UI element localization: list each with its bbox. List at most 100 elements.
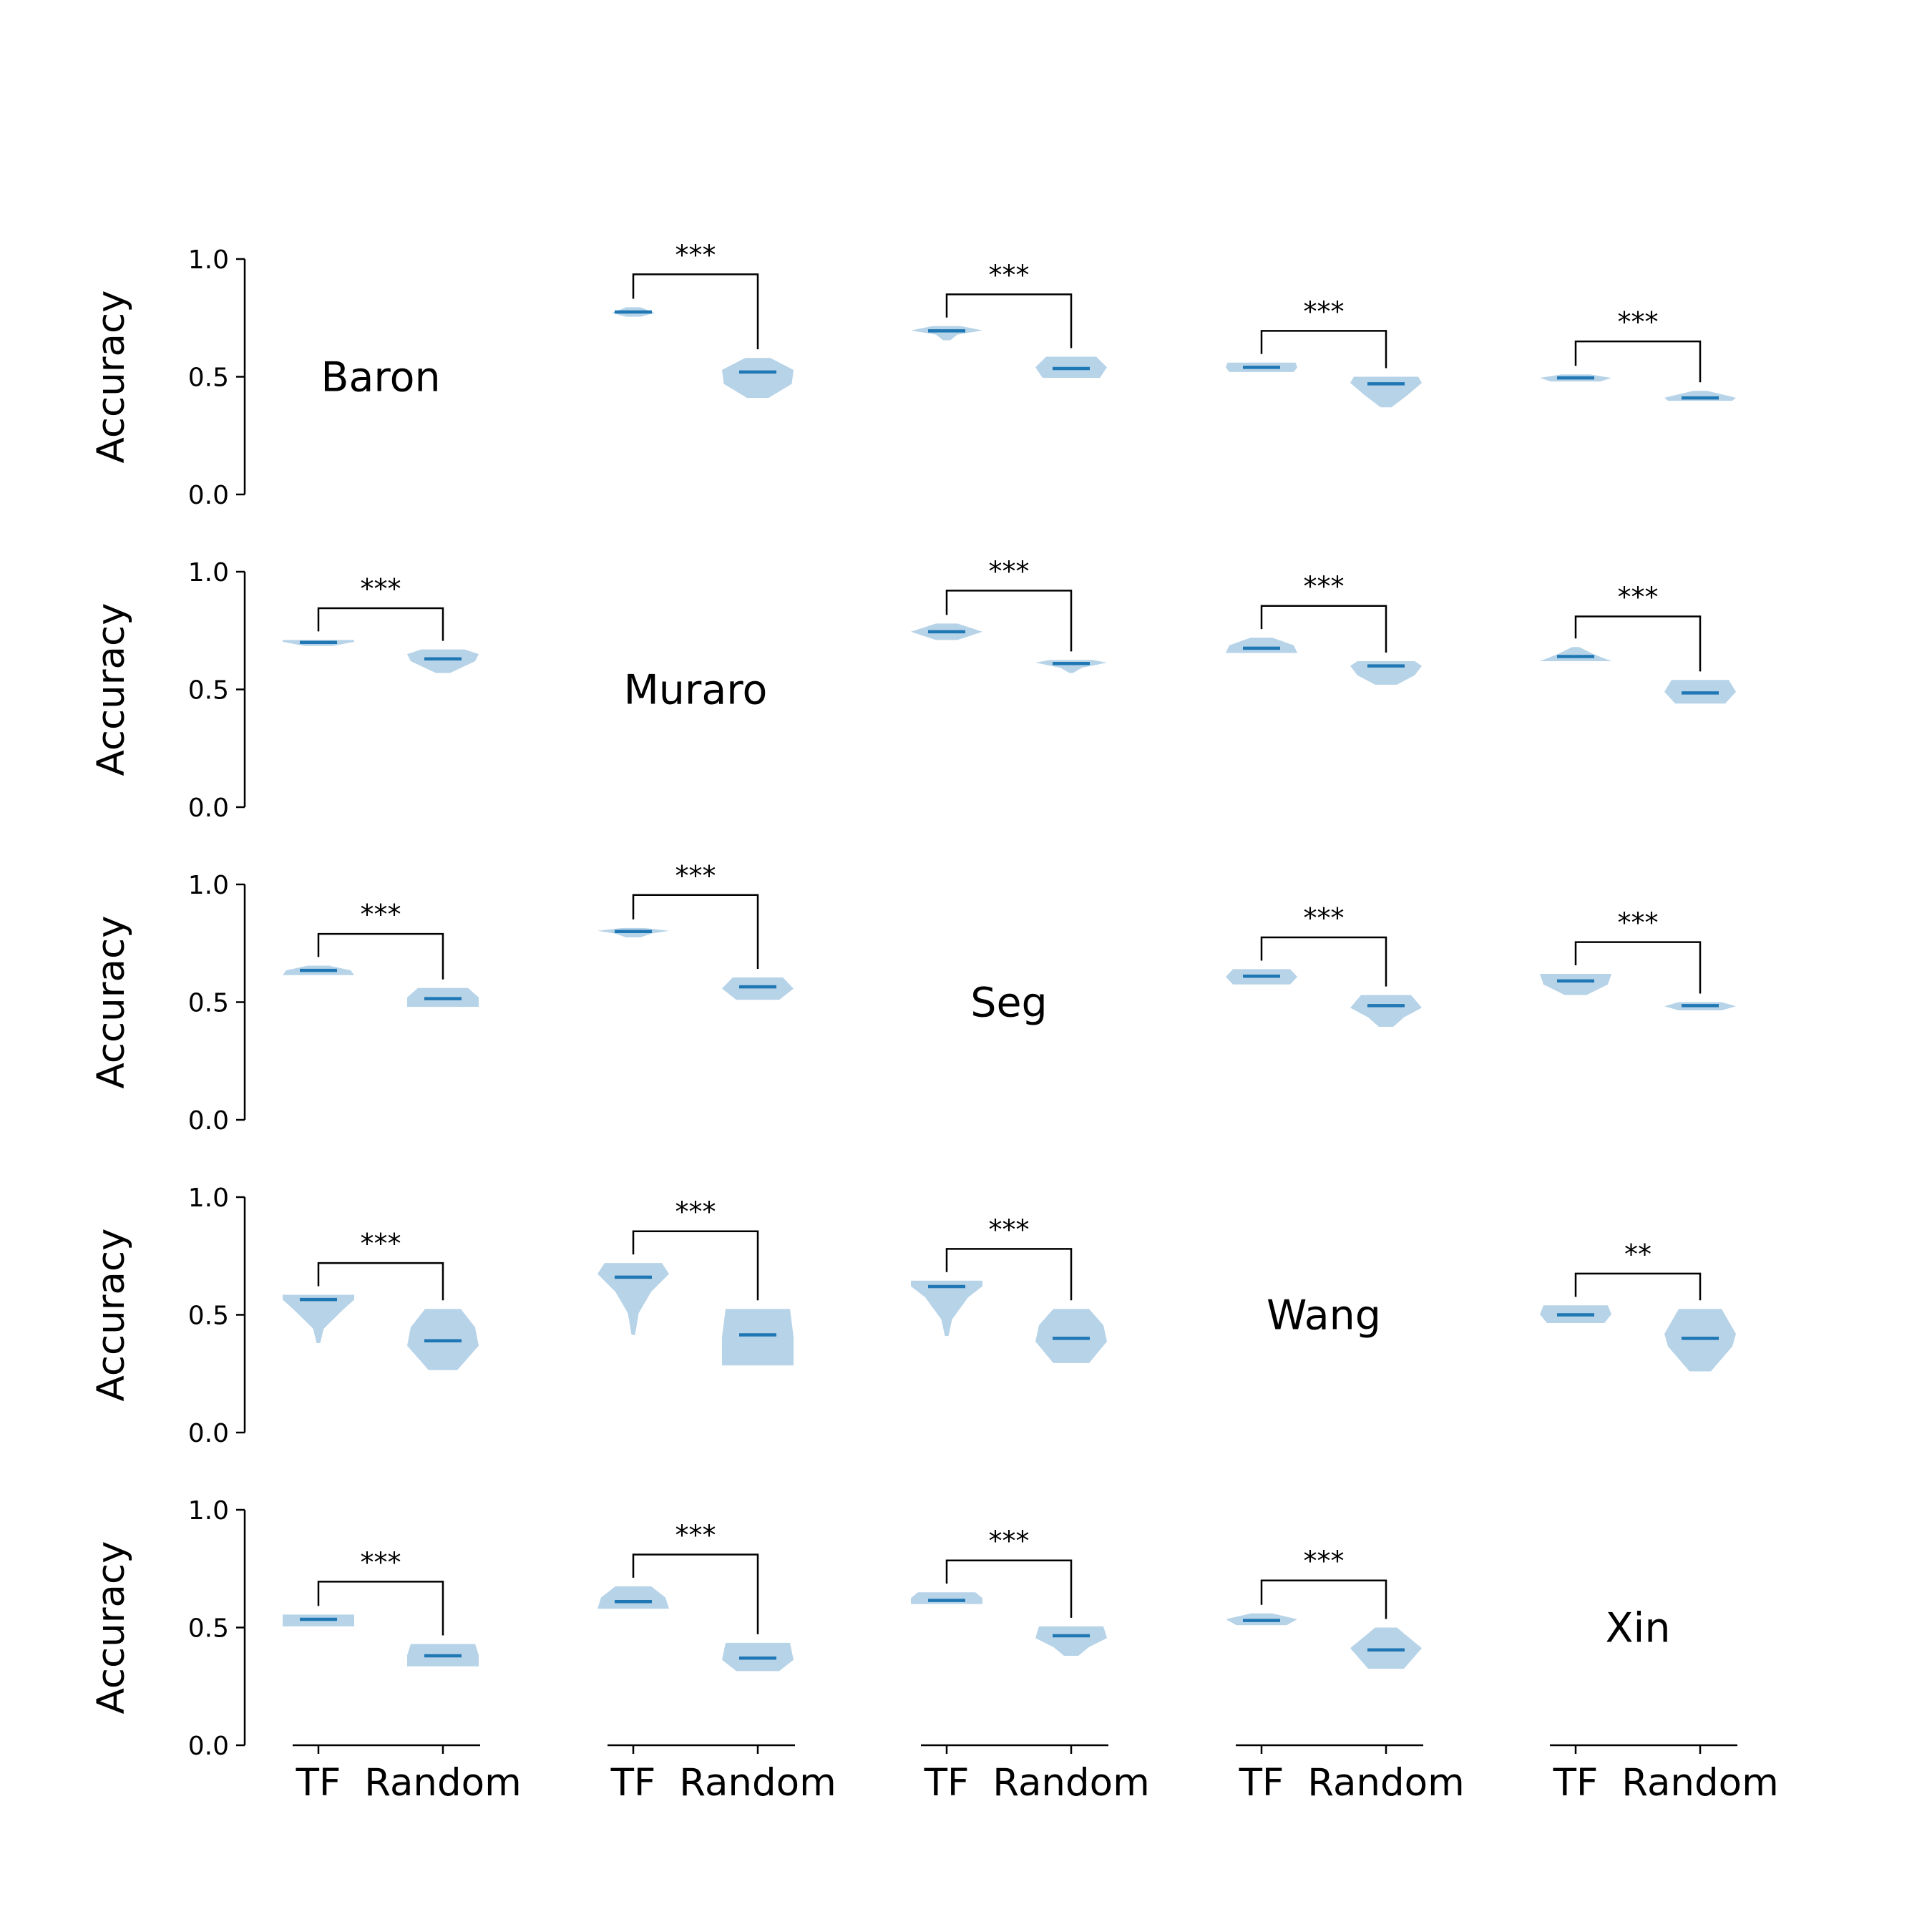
- x-tick-label: TF: [1239, 1761, 1284, 1805]
- y-tick-label: 0.5: [188, 364, 229, 393]
- y-axis-label: Accuracy: [89, 1229, 133, 1402]
- significance-bracket: [945, 1248, 1073, 1301]
- significance-label: ***: [1618, 907, 1659, 939]
- significance-bracket: [632, 1553, 759, 1634]
- significance-label: ***: [361, 1228, 401, 1259]
- x-axis-col-0: TF Random: [293, 1744, 522, 1805]
- panel-r4-c2: ***: [911, 1526, 1107, 1656]
- y-axis-row-1: 0.0 0.5 1.0 Accuracy: [89, 558, 246, 823]
- y-tick-label: 0.5: [188, 676, 229, 706]
- violin-random: [1035, 1309, 1107, 1363]
- significance-bracket: [317, 932, 444, 980]
- y-axis-row-0: 0.0 0.5 1.0 Accuracy: [89, 245, 246, 510]
- significance-bracket: [317, 607, 444, 641]
- panel-r0-c3: ***: [1226, 296, 1422, 408]
- significance-label: ***: [675, 860, 716, 892]
- x-tick-label: Random: [364, 1761, 521, 1805]
- panel-r3-c2: ***: [911, 1214, 1107, 1363]
- x-axis-col-2: TF Random: [921, 1744, 1150, 1805]
- x-tick-label: Random: [1307, 1761, 1464, 1805]
- significance-bracket: [1260, 330, 1387, 369]
- significance-bracket: [945, 293, 1073, 348]
- significance-bracket: [1574, 1272, 1702, 1301]
- violin-random: [1350, 995, 1422, 1027]
- violin-random: [1350, 376, 1422, 408]
- panel-r4-c0: ***: [283, 1546, 479, 1667]
- y-axis-row-4: 0.0 0.5 1.0 Accuracy: [89, 1496, 246, 1761]
- significance-label: ***: [1618, 582, 1659, 613]
- panel-r2-c4: ***: [1540, 907, 1736, 1010]
- significance-bracket: [632, 1230, 759, 1301]
- violin-random: [722, 358, 794, 399]
- significance-label: ***: [989, 1526, 1030, 1557]
- significance-bracket: [1260, 936, 1387, 987]
- significance-bracket: [632, 894, 759, 969]
- y-tick-label: 1.0: [188, 1496, 229, 1526]
- significance-label: ***: [989, 259, 1030, 291]
- x-axis-col-3: TF Random: [1236, 1744, 1465, 1805]
- violin-random: [722, 1309, 794, 1366]
- y-tick-label: 0.5: [188, 1302, 229, 1331]
- dataset-label-seg: Seg: [970, 980, 1047, 1027]
- significance-bracket: [945, 1559, 1073, 1618]
- significance-bracket: [1574, 941, 1702, 994]
- y-tick-label: 0.0: [188, 1419, 229, 1448]
- significance-bracket: [317, 1262, 444, 1301]
- violin-tf: [597, 1586, 669, 1609]
- y-tick-label: 1.0: [188, 1184, 229, 1213]
- significance-label: ***: [1304, 902, 1345, 934]
- significance-label: ***: [1618, 306, 1659, 338]
- violin-tf: [911, 326, 982, 341]
- x-axis-col-4: TF Random: [1550, 1744, 1779, 1805]
- x-tick-label: TF: [296, 1761, 341, 1805]
- y-tick-label: 1.0: [188, 871, 229, 900]
- significance-label: ***: [361, 573, 401, 605]
- significance-bracket: [1260, 605, 1387, 653]
- significance-bracket: [1260, 1579, 1387, 1619]
- dataset-label-muraro: Muraro: [624, 667, 768, 714]
- violin-tf: [911, 1592, 982, 1604]
- x-tick-label: TF: [610, 1761, 656, 1805]
- x-tick-label: Random: [992, 1761, 1149, 1805]
- violin-tf: [911, 1280, 982, 1337]
- violin-tf: [283, 1294, 354, 1343]
- violin-tf: [1540, 974, 1611, 995]
- y-tick-label: 0.0: [188, 794, 229, 823]
- significance-bracket: [1574, 340, 1702, 383]
- y-tick-label: 0.0: [188, 1106, 229, 1136]
- panel-r3-c4: **: [1540, 1239, 1736, 1372]
- y-tick-label: 0.0: [188, 1732, 229, 1761]
- panel-r2-c0: ***: [283, 899, 479, 1008]
- panel-r1-c2: ***: [911, 555, 1107, 673]
- panel-r3-c1: ***: [597, 1196, 794, 1366]
- panel-r4-c3: ***: [1226, 1546, 1422, 1669]
- significance-label: ***: [989, 555, 1030, 587]
- y-tick-label: 1.0: [188, 558, 229, 587]
- dataset-label-baron: Baron: [321, 354, 440, 401]
- significance-bracket: [317, 1581, 444, 1636]
- violin-random: [1664, 1309, 1736, 1372]
- significance-label: ***: [1304, 1546, 1345, 1577]
- significance-bracket: [945, 590, 1073, 652]
- y-axis-row-2: 0.0 0.5 1.0 Accuracy: [89, 871, 246, 1136]
- violin-tf: [1540, 647, 1611, 661]
- x-tick-label: Random: [679, 1761, 836, 1805]
- y-axis-row-3: 0.0 0.5 1.0 Accuracy: [89, 1184, 246, 1448]
- significance-label: ***: [1304, 296, 1345, 327]
- violin-tf: [1226, 638, 1297, 653]
- y-tick-label: 0.0: [188, 481, 229, 510]
- panel-r0-c1: ***: [612, 239, 794, 399]
- y-axis-label: Accuracy: [89, 603, 133, 776]
- significance-bracket: [1574, 615, 1702, 672]
- x-axis-col-1: TF Random: [608, 1744, 836, 1805]
- panel-r2-c1: ***: [597, 860, 794, 1000]
- y-axis-label: Accuracy: [89, 1541, 133, 1714]
- violin-random: [407, 649, 479, 673]
- significance-label: ***: [361, 899, 401, 930]
- panel-r2-c3: ***: [1226, 902, 1422, 1027]
- y-tick-label: 0.5: [188, 1614, 229, 1644]
- violin-tf: [597, 1263, 669, 1335]
- panel-r4-c1: ***: [597, 1520, 794, 1672]
- violin-random: [1035, 1626, 1107, 1656]
